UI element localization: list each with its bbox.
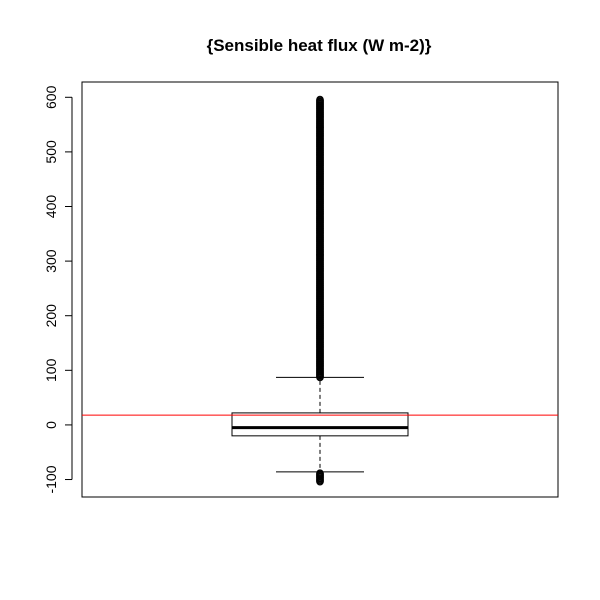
y-tick-label-7: 600 bbox=[43, 85, 59, 109]
y-tick-label-3: 200 bbox=[43, 304, 59, 328]
chart-title: {Sensible heat flux (W m-2)} bbox=[207, 36, 432, 55]
iqr-box bbox=[231, 412, 409, 437]
y-tick-label-4: 300 bbox=[43, 249, 59, 273]
plot-frame bbox=[81, 81, 559, 498]
y-axis: -100 0 100 200 300 400 500 600 bbox=[43, 85, 73, 494]
boxplot bbox=[231, 376, 409, 473]
outlier-points bbox=[316, 95, 324, 486]
lower-outlier-13 bbox=[316, 469, 324, 477]
upper-outlier-424 bbox=[316, 95, 324, 104]
y-tick-label-6: 500 bbox=[43, 140, 59, 164]
y-tick-label-2: 100 bbox=[43, 358, 59, 382]
y-tick-label-1: 0 bbox=[43, 421, 59, 429]
y-tick-label-5: 400 bbox=[43, 195, 59, 219]
y-tick-label-0: -100 bbox=[43, 465, 59, 493]
